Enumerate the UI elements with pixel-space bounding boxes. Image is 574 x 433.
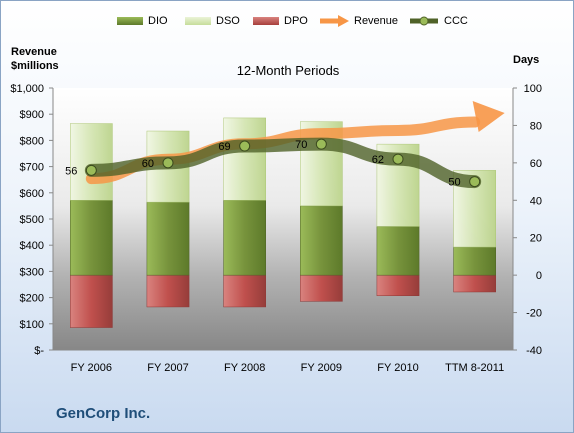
left-axis-tick-label: $600 [20, 188, 44, 200]
right-axis-tick-label: 20 [530, 233, 542, 245]
left-axis-tick-label: $900 [20, 109, 44, 121]
right-axis-tick-label: -40 [526, 345, 542, 357]
left-axis-title: Revenue $millions [11, 45, 59, 73]
ccc-point [392, 153, 404, 165]
x-axis-tick-label: FY 2008 [224, 362, 265, 374]
bar-dpo [223, 274, 266, 308]
ccc-data-label: 60 [142, 158, 154, 170]
ccc-data-label: 50 [448, 177, 460, 189]
left-axis-tick-label: $500 [20, 214, 44, 226]
left-axis-tick-label: $100 [20, 319, 44, 331]
right-axis-tick-label: 40 [530, 195, 542, 207]
bar-dio [300, 205, 343, 276]
right-axis-tick-label: -20 [526, 308, 542, 320]
revenue-arrow-head [472, 101, 505, 133]
legend-swatch-dso [185, 17, 211, 25]
bar-dpo [376, 274, 420, 296]
ccc-data-label: 56 [65, 165, 77, 177]
bar-dpo [300, 274, 343, 302]
left-axis-title-line-1: Revenue [11, 46, 57, 58]
x-axis-tick-label: TTM 8-2011 [445, 362, 504, 374]
ccc-point [239, 140, 251, 152]
ccc-point [85, 164, 97, 176]
right-axis-tick-label: 0 [536, 270, 542, 282]
right-axis-tick-label: 60 [530, 158, 542, 170]
left-axis-title-line-2: $millions [11, 60, 59, 72]
legend-label-dio: DIO [148, 15, 168, 27]
legend-ccc-line-icon [410, 16, 438, 26]
company-name: GenCorp Inc. [56, 405, 151, 422]
legend-item-dpo: DPO [253, 15, 308, 27]
legend-label-dso: DSO [216, 15, 240, 27]
left-axis-tick-label: $400 [20, 240, 44, 252]
ccc-point [315, 138, 327, 150]
left-axis-tick-label: $800 [20, 135, 44, 147]
x-axis-tick-label: FY 2006 [71, 362, 112, 374]
bar-dio [223, 200, 266, 276]
legend: DIO DSO DPO Revenue CCC [1, 15, 574, 31]
legend-item-dio: DIO [117, 15, 168, 27]
ccc-line [84, 137, 482, 189]
legend-item-ccc: CCC [409, 15, 468, 27]
legend-swatch-dpo [253, 17, 279, 25]
ccc-point [162, 157, 174, 169]
ccc-data-label: 69 [218, 141, 230, 153]
legend-item-revenue: Revenue [319, 15, 398, 27]
legend-label-revenue: Revenue [354, 15, 399, 27]
bar-dpo [146, 274, 190, 308]
left-axis-tick-label: $- [34, 345, 44, 357]
ccc-data-label: 70 [295, 139, 307, 151]
bar-dio [376, 226, 420, 276]
bar-dso [223, 117, 266, 201]
left-axis-tick-label: $200 [20, 293, 44, 305]
x-axis-tick-label: FY 2010 [377, 362, 418, 374]
legend-label-dpo: DPO [284, 15, 308, 27]
left-axis-tick-label: $700 [20, 162, 44, 174]
ccc-data-label: 62 [372, 154, 384, 166]
x-axis-tick-label: FY 2009 [301, 362, 342, 374]
bar-dso [70, 123, 113, 201]
ccc-point [469, 176, 481, 188]
legend-item-dso: DSO [185, 15, 240, 27]
legend-swatch-dio [117, 17, 143, 25]
bar-dio [70, 200, 113, 276]
bar-dio [146, 201, 190, 276]
right-axis-title: Days [513, 54, 540, 66]
bar-dio [453, 246, 497, 276]
right-axis-tick-label: 80 [530, 120, 542, 132]
left-axis-tick-label: $300 [20, 266, 44, 278]
bar-dpo [70, 274, 113, 328]
right-axis-tick-label: 100 [524, 83, 542, 95]
chart-title: 12-Month Periods [236, 63, 340, 78]
x-axis-tick-label: FY 2007 [147, 362, 188, 374]
left-axis-tick-label: $1,000 [10, 83, 44, 95]
legend-revenue-arrow-icon [320, 15, 349, 27]
bar-dpo [453, 274, 497, 293]
legend-label-ccc: CCC [444, 15, 468, 27]
